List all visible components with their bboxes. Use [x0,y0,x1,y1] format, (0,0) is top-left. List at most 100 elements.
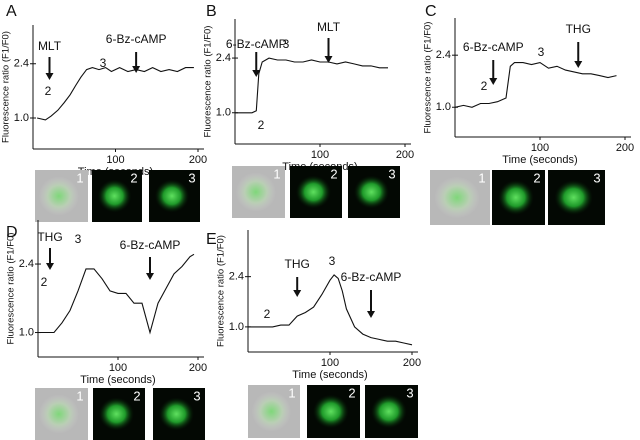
image-label: 2 [533,170,540,185]
state-label: 3 [538,45,545,59]
y-tick-label: 2.4 [14,58,29,70]
arrow-head [367,311,375,318]
state-label: 3 [283,37,290,51]
arrow-label: MLT [38,39,62,53]
image-label: 3 [406,385,413,400]
micrograph: 3 [348,166,400,218]
cell [434,176,480,219]
arrow-head [252,70,261,77]
panel-letter: A [6,3,17,20]
micrograph: 3 [149,170,200,222]
arrow-head [489,78,498,85]
x-tick-label: 100 [109,362,127,374]
y-tick-label: 1.0 [216,107,231,119]
data-line [454,62,617,108]
micrograph: 2 [492,170,545,225]
x-tick-label: 200 [189,154,207,166]
cell [295,175,332,209]
image-label: 1 [478,170,485,185]
state-label: 2 [481,79,488,93]
image-label: 2 [133,388,140,403]
y-tick-label: 1.0 [14,112,29,124]
cell [97,179,132,213]
x-tick-label: 100 [531,142,549,154]
y-tick-label: 2.4 [19,258,34,270]
arrow-label: THG [37,230,62,244]
image-label: 2 [130,170,137,185]
micrograph: 1 [35,388,88,440]
arrow-head [324,56,333,63]
image-label: 3 [193,388,200,403]
arrow-label: 6-Bz-cAMP [341,270,402,284]
state-label: 3 [329,254,336,268]
y-tick-label: 1.0 [436,101,451,113]
panel-letter: D [6,224,18,241]
micrograph: 1 [35,170,88,222]
arrow-head [45,73,54,80]
state-label: 2 [258,118,265,132]
y-axis-label: Fluorescence ratio (F1/F0) [6,233,17,345]
cell [497,179,534,216]
image-label: 1 [288,385,295,400]
image-label: 2 [330,166,337,181]
x-tick-label: 100 [311,149,329,161]
x-axis-label: Time (seconds) [80,374,155,386]
micrograph: 1 [248,385,300,438]
arrow-label: 6-Bz-cAMP [106,32,167,46]
arrow-label: 6-Bz-cAMP [463,40,524,54]
data-line [38,253,195,335]
state-label: 3 [75,232,82,246]
arrow-head [146,273,154,280]
image-label: 1 [76,170,83,185]
panel-letter: B [206,3,217,20]
y-axis-label: Fluorescence ratio (F1/F0) [203,26,214,138]
y-axis-label: Fluorescence ratio (F1/F0) [216,235,227,347]
image-label: 3 [388,166,395,181]
micrograph: 1 [232,166,285,218]
arrow-head [293,290,302,297]
panel-letter: C [425,3,437,20]
cell [251,391,292,432]
arrow-label: 6-Bz-cAMP [120,238,181,252]
data-line [235,57,388,114]
image-label: 1 [76,388,83,403]
cell [38,176,79,216]
data-line [36,66,194,121]
x-axis-label: Time (seconds) [292,369,367,381]
image-label: 3 [593,170,600,185]
micrograph: 1 [430,170,490,225]
cell [235,172,276,212]
cell [554,179,594,216]
arrow-head [574,61,583,68]
cell [353,175,390,209]
state-label: 2 [264,307,271,321]
cell [370,394,407,429]
x-axis-label: Time (seconds) [502,154,577,166]
image-label: 3 [188,170,195,185]
arrow-label: 6-Bz-cAMP [226,37,287,51]
y-tick-label: 1.0 [19,326,34,338]
image-label: 2 [348,385,355,400]
micrograph: 2 [93,388,145,440]
state-label: 3 [100,56,107,70]
state-label: 2 [41,275,48,289]
micrograph: 2 [290,166,342,218]
x-tick-label: 200 [616,142,634,154]
arrow-label: THG [566,22,591,36]
micrograph: 2 [307,385,360,438]
y-tick-label: 2.4 [216,52,231,64]
y-tick-label: 2.4 [436,49,451,61]
micrograph: 3 [153,388,205,440]
arrow-label: MLT [317,20,341,34]
arrow-label: THG [285,257,310,271]
x-tick-label: 200 [403,357,421,369]
arrow-head [132,66,141,73]
arrow-head [46,263,54,270]
x-tick-label: 100 [106,154,124,166]
y-axis-label: Fluorescence ratio (F1/F0) [423,22,434,134]
data-line [248,274,413,346]
x-tick-label: 200 [189,362,207,374]
cell [98,397,135,431]
cell [154,179,190,213]
